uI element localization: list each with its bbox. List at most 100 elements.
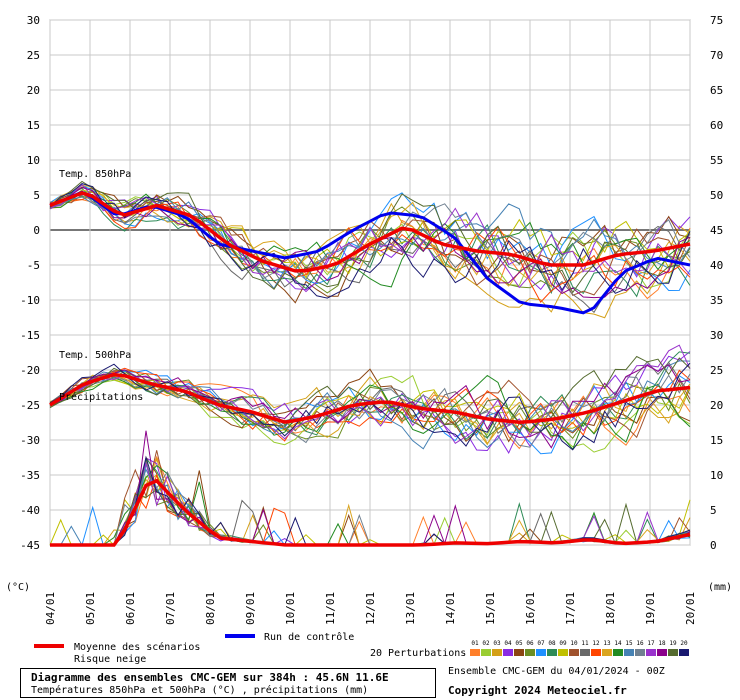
left-tick-label: -10 xyxy=(20,294,40,307)
right-tick-label: 40 xyxy=(710,259,723,272)
perturbation-t850-01 xyxy=(49,199,691,300)
right-tick-label: 55 xyxy=(710,154,723,167)
perturbation-id-10: 10 xyxy=(570,640,578,647)
perturbation-lines xyxy=(49,180,691,546)
perturbation-id-02: 02 xyxy=(482,640,490,647)
x-tick-label: 18/01 xyxy=(604,592,617,625)
perturbation-id-12: 12 xyxy=(592,640,600,647)
left-unit: (°C) xyxy=(6,582,30,593)
x-tick-label: 07/01 xyxy=(164,592,177,625)
perturbation-swatch-11 xyxy=(580,649,590,656)
perturbation-t500-07 xyxy=(49,369,691,455)
left-tick-label: -35 xyxy=(20,469,40,482)
right-tick-label: 20 xyxy=(710,399,723,412)
perturbation-t500-13 xyxy=(49,374,691,445)
perturbation-id-09: 09 xyxy=(559,640,567,647)
right-tick-label: 65 xyxy=(710,84,723,97)
x-tick-label: 11/01 xyxy=(324,592,337,625)
perturbation-swatch-13 xyxy=(602,649,612,656)
perturbation-id-08: 08 xyxy=(548,640,556,647)
left-tick-label: -5 xyxy=(27,259,40,272)
main-series xyxy=(49,190,691,547)
perturbation-id-15: 15 xyxy=(625,640,633,647)
left-tick-label: -45 xyxy=(20,539,40,552)
right-tick-label: 5 xyxy=(710,504,717,517)
perturbation-t500-10 xyxy=(49,369,691,439)
chart-title: Diagramme des ensembles CMC-GEM sur 384h… xyxy=(31,671,389,684)
chart-subtitle: Températures 850hPa et 500hPa (°C) , pré… xyxy=(31,685,369,696)
right-tick-label: 45 xyxy=(710,224,723,237)
perturbation-swatch-15 xyxy=(624,649,634,656)
right-tick-label: 30 xyxy=(710,329,723,342)
perturbation-swatch-08 xyxy=(547,649,557,656)
x-tick-label: 06/01 xyxy=(124,592,137,625)
perturbation-swatch-10 xyxy=(569,649,579,656)
panel-label-t850: Temp. 850hPa xyxy=(59,169,131,180)
x-tick-label: 09/01 xyxy=(244,592,257,625)
left-tick-label: -15 xyxy=(20,329,40,342)
left-tick-label: -30 xyxy=(20,434,40,447)
perturbation-id-18: 18 xyxy=(658,640,666,647)
perturbation-swatch-20 xyxy=(679,649,689,656)
right-tick-label: 60 xyxy=(710,119,723,132)
perturbation-id-16: 16 xyxy=(636,640,644,647)
x-tick-label: 17/01 xyxy=(564,592,577,625)
right-tick-label: 50 xyxy=(710,189,723,202)
perturbation-id-07: 07 xyxy=(537,640,545,647)
perturbation-swatch-04 xyxy=(503,649,513,656)
right-tick-label: 70 xyxy=(710,49,723,62)
perturbation-swatch-06 xyxy=(525,649,535,656)
mean-line-t500 xyxy=(49,372,691,425)
x-tick-label: 12/01 xyxy=(364,592,377,625)
right-tick-label: 10 xyxy=(710,469,723,482)
perturbation-t500-12 xyxy=(49,367,691,442)
perturbation-id-13: 13 xyxy=(603,640,611,647)
x-tick-label: 16/01 xyxy=(524,592,537,625)
legend-snow-label: Risque neige xyxy=(74,654,146,665)
left-tick-label: 25 xyxy=(27,49,40,62)
perturbation-id-11: 11 xyxy=(581,640,589,647)
run-info: Ensemble CMC-GEM du 04/01/2024 - 00Z xyxy=(448,666,665,677)
perturbation-swatch-02 xyxy=(481,649,491,656)
perturbation-id-05: 05 xyxy=(515,640,523,647)
perturbation-t500-17 xyxy=(49,344,691,444)
perturbation-swatch-16 xyxy=(635,649,645,656)
perturbation-swatch-14 xyxy=(613,649,623,656)
panel-label-t500: Temp. 500hPa xyxy=(59,350,131,361)
perturbation-id-04: 04 xyxy=(504,640,512,647)
perturbation-swatch-01 xyxy=(470,649,480,656)
perturbation-swatch-09 xyxy=(558,649,568,656)
x-tick-label: 13/01 xyxy=(404,592,417,625)
x-axis-ticks: 04/01 05/01 06/01 07/01 08/01 09/01 10/01 11/01… xyxy=(44,592,697,625)
perturbation-t500-15 xyxy=(49,360,691,450)
perturbation-id-14: 14 xyxy=(614,640,622,647)
left-tick-label: 0 xyxy=(33,224,40,237)
perturbation-id-19: 19 xyxy=(669,640,677,647)
perturbation-legend: 01 02 03 04 05 06 07 08 09 10 11 12 13 14 15 16 17 18 19 20 xyxy=(470,640,689,656)
x-tick-label: 08/01 xyxy=(204,592,217,625)
perturbation-swatch-03 xyxy=(492,649,502,656)
perturbation-id-06: 06 xyxy=(526,640,534,647)
perturbation-id-01: 01 xyxy=(471,640,479,647)
perturbation-swatch-12 xyxy=(591,649,601,656)
left-tick-label: 20 xyxy=(27,84,40,97)
perturbation-t500-19 xyxy=(49,355,691,433)
right-unit: (mm) xyxy=(708,582,732,593)
mean-line-precip xyxy=(50,478,691,547)
right-tick-label: 75 xyxy=(710,14,723,27)
x-tick-label: 05/01 xyxy=(84,592,97,625)
mean-line-t850 xyxy=(49,191,691,273)
x-tick-label: 10/01 xyxy=(284,592,297,625)
panel-label-precip: Précipitations xyxy=(59,391,143,403)
legend-perturbations-label: 20 Perturbations xyxy=(370,648,466,659)
perturbation-t850-20 xyxy=(49,183,691,299)
perturbation-swatch-18 xyxy=(657,649,667,656)
perturbation-swatch-17 xyxy=(646,649,656,656)
perturbation-id-03: 03 xyxy=(493,640,501,647)
legend-control-label: Run de contrôle xyxy=(264,631,354,643)
perturbation-t850-19 xyxy=(49,180,691,294)
x-tick-label: 15/01 xyxy=(484,592,497,625)
left-tick-label: -20 xyxy=(20,364,40,377)
